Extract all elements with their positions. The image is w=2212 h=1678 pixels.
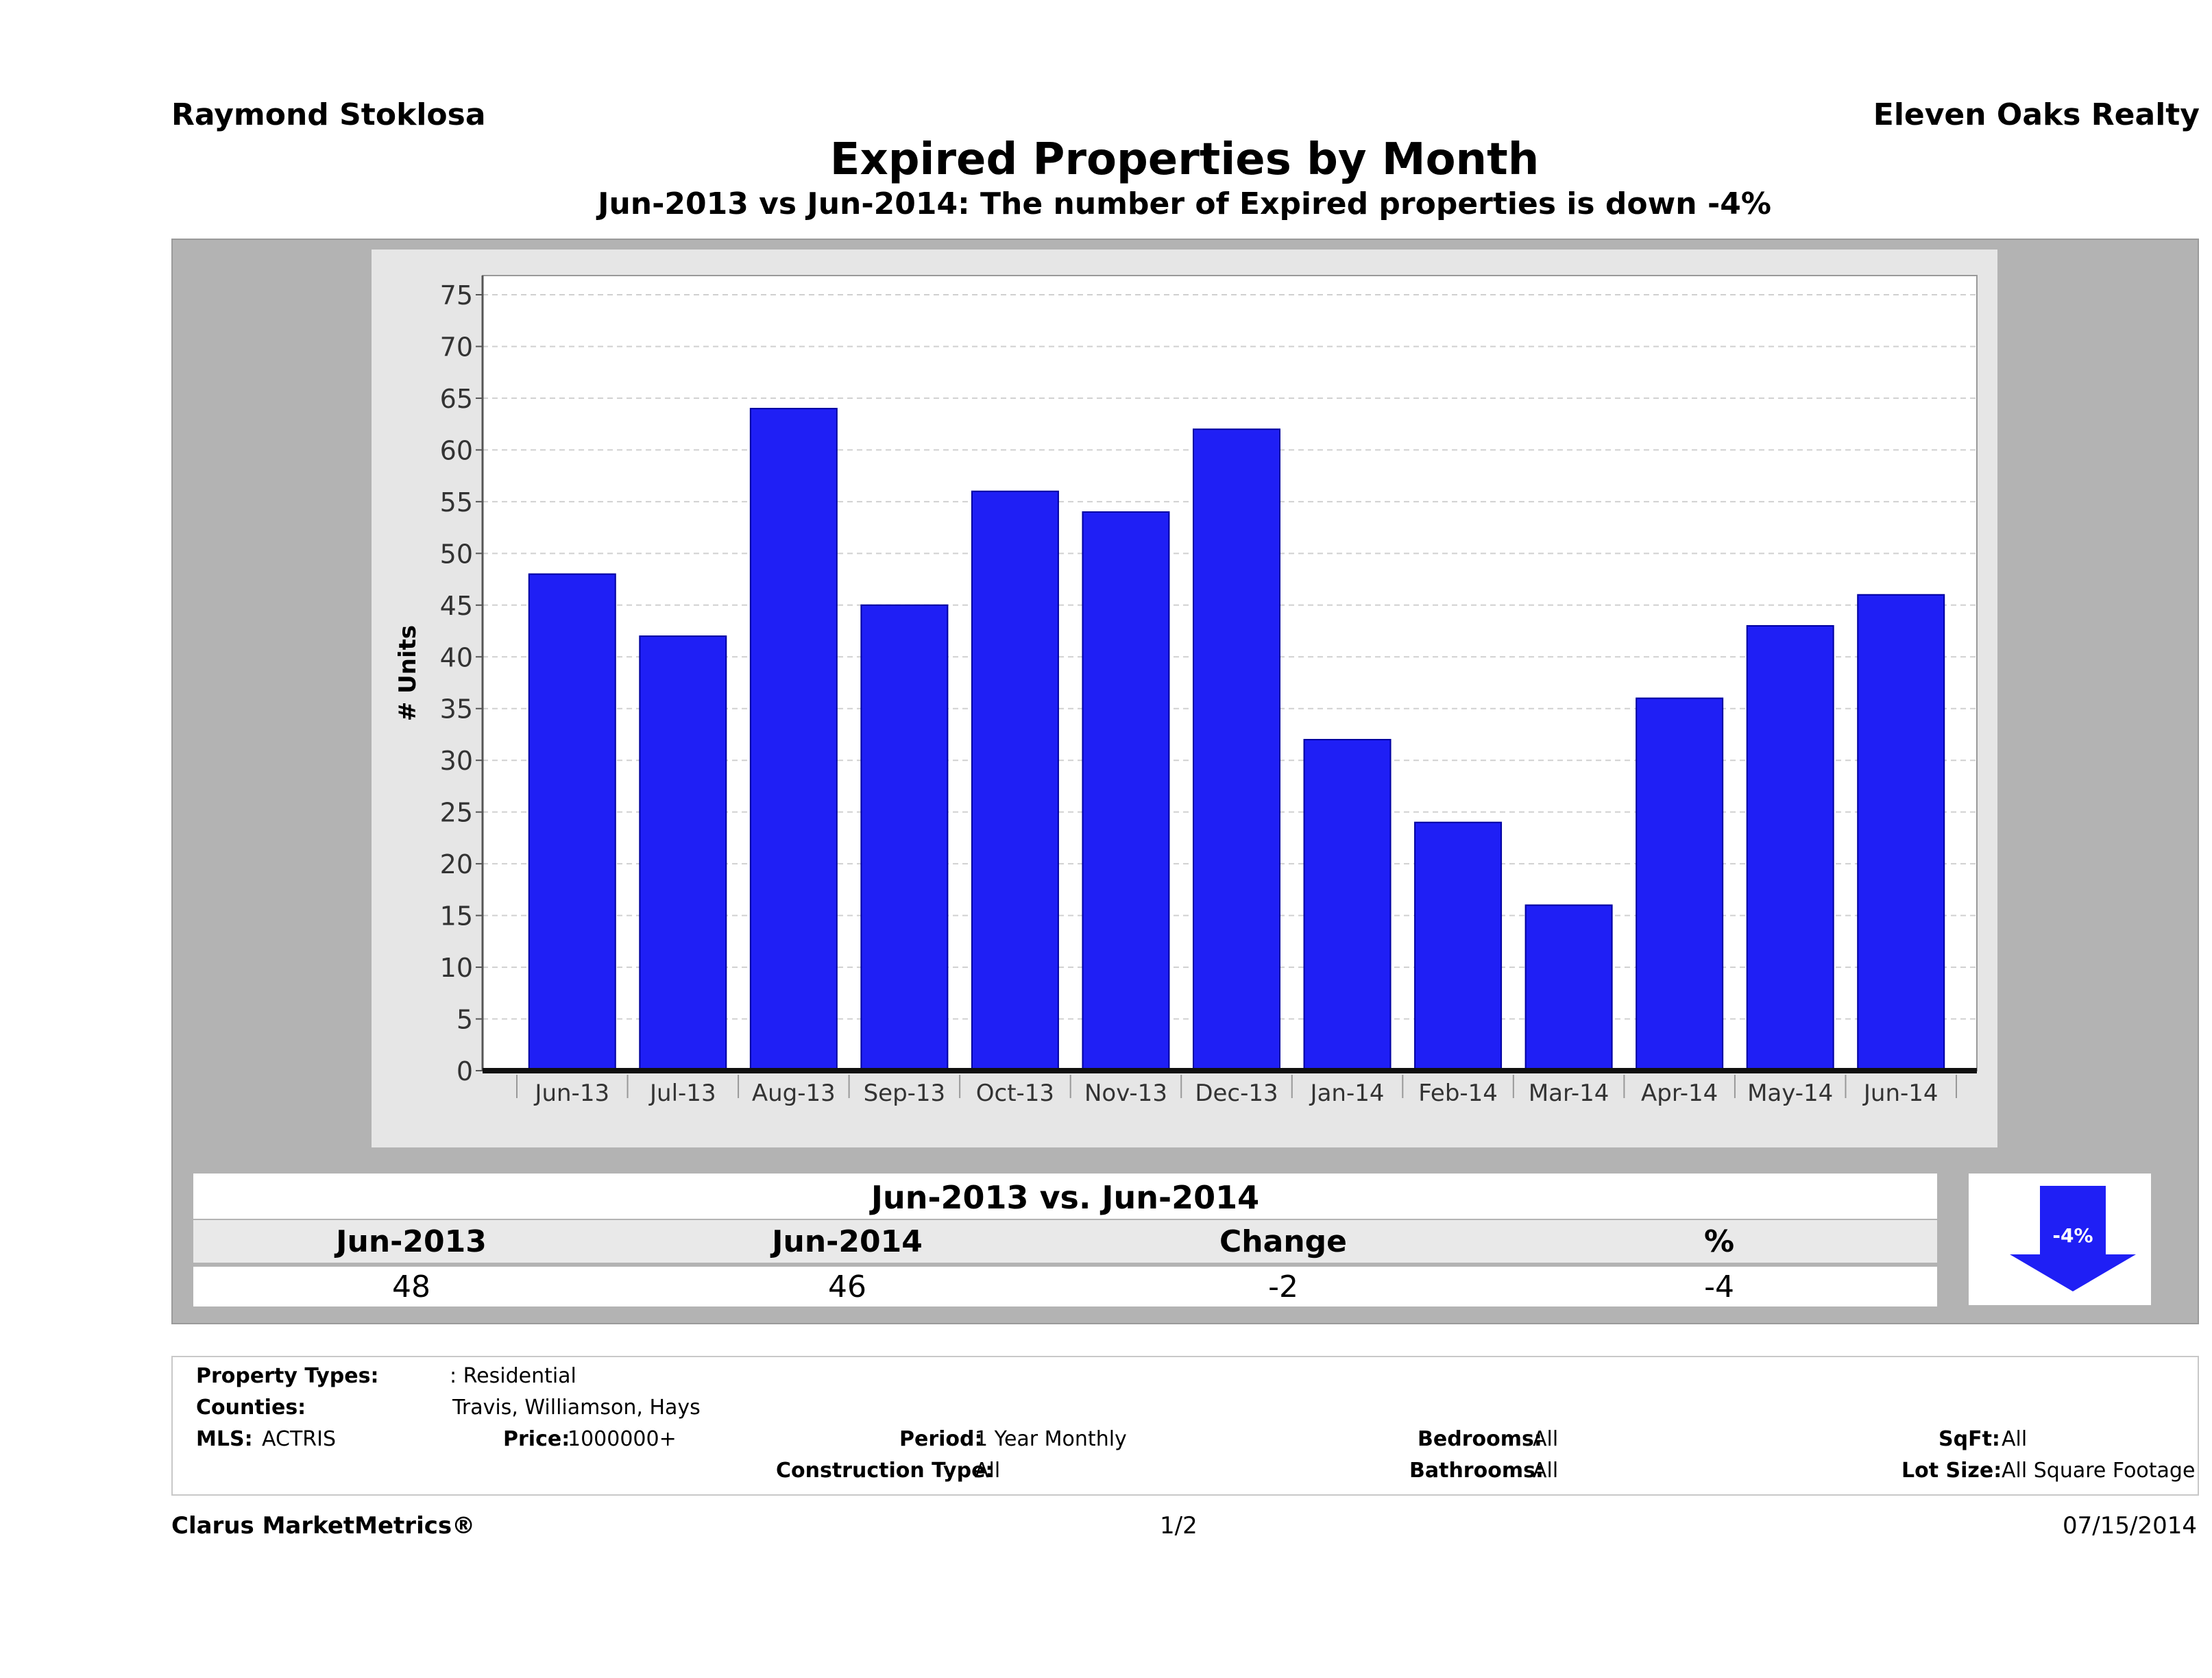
y-tick-label: 5	[457, 1005, 473, 1035]
mls-value: ACTRIS	[262, 1427, 337, 1451]
x-tick-label: Mar-14	[1529, 1080, 1609, 1107]
x-tick-label: Jun-13	[533, 1080, 609, 1107]
chart-subtitle: Jun-2013 vs Jun-2014: The number of Expi…	[598, 186, 1771, 221]
y-tick-label: 55	[440, 487, 473, 518]
x-tick-label: Sep-13	[864, 1080, 946, 1107]
price-value: 1000000+	[568, 1427, 677, 1451]
trend-arrow-label: -4%	[2052, 1224, 2093, 1247]
comparison-label-percent: %	[1703, 1224, 1735, 1259]
y-tick-label: 25	[440, 798, 473, 828]
y-tick-label: 65	[440, 384, 473, 414]
y-tick-label: 60	[440, 435, 473, 465]
bar	[1193, 428, 1280, 1072]
bedrooms-label: Bedrooms:	[1418, 1427, 1542, 1451]
y-tick-label: 15	[440, 901, 473, 932]
x-tick-label: Jul-13	[648, 1080, 716, 1107]
price-label: Price:	[503, 1427, 570, 1451]
bar	[971, 490, 1059, 1072]
period-label: Period:	[899, 1427, 983, 1451]
comparison-label-start: Jun-2013	[336, 1224, 487, 1259]
comparison-value-change: -2	[1268, 1269, 1298, 1304]
y-tick-label: 40	[440, 642, 473, 672]
y-tick-label: 70	[440, 332, 473, 362]
bar	[1082, 511, 1170, 1071]
y-axis-label: # Units	[394, 625, 422, 721]
property-types-value: : Residential	[450, 1364, 576, 1388]
bar	[749, 408, 838, 1071]
comparison-header	[193, 1174, 1937, 1219]
bar	[1303, 739, 1391, 1071]
period-value: 1 Year Monthly	[975, 1427, 1127, 1451]
construction-type-label: Construction Type:	[776, 1459, 994, 1483]
counties-value: Travis, Williamson, Hays	[452, 1396, 701, 1420]
x-tick-label: Jun-14	[1862, 1080, 1938, 1107]
y-tick-label: 75	[440, 280, 473, 311]
x-tick-label: Oct-13	[976, 1080, 1054, 1107]
search-criteria	[171, 1356, 2199, 1496]
y-tick-label: 35	[440, 694, 473, 725]
comparison-label-end: Jun-2014	[772, 1224, 923, 1259]
comparison-value-start: 48	[392, 1269, 430, 1304]
bar	[1414, 821, 1503, 1071]
comparison-label-change: Change	[1219, 1224, 1347, 1259]
lot-size-label: Lot Size:	[1901, 1459, 2002, 1483]
construction-type-value: All	[975, 1459, 1001, 1483]
comparison-value-percent: -4	[1704, 1269, 1734, 1304]
property-types-label: Property Types:	[196, 1364, 379, 1388]
counties-label: Counties:	[196, 1396, 306, 1420]
comparison-title: Jun-2013 vs. Jun-2014	[871, 1179, 1260, 1216]
lot-size-value: All Square Footage	[2002, 1459, 2196, 1483]
y-tick-label: 30	[440, 746, 473, 776]
comparison-value-end: 46	[828, 1269, 866, 1304]
x-tick-label: Aug-13	[752, 1080, 836, 1107]
trend-arrow-box: -4%	[1969, 1174, 2151, 1305]
x-tick-label: Apr-14	[1641, 1080, 1718, 1107]
bathrooms-value: All	[1533, 1459, 1559, 1483]
x-tick-label: Dec-13	[1195, 1080, 1278, 1107]
y-tick-label: 10	[440, 953, 473, 983]
bathrooms-label: Bathrooms:	[1409, 1459, 1544, 1483]
y-tick-label: 20	[440, 849, 473, 879]
bedrooms-value: All	[1533, 1427, 1559, 1451]
bar	[1857, 594, 1945, 1071]
sqft-value: All	[2002, 1427, 2028, 1451]
sqft-label: SqFt:	[1938, 1427, 2000, 1451]
bar	[860, 604, 949, 1071]
bar-chart: 0 5 10 15 20 25 30 35 40 45 50 55 60 65 70 75 # Units Jun…	[394, 275, 1978, 1107]
x-tick-label: Feb-14	[1418, 1080, 1498, 1107]
bar	[1636, 697, 1724, 1071]
x-tick-label: Jan-14	[1309, 1080, 1385, 1107]
y-tick-label: 45	[440, 591, 473, 621]
bar	[528, 573, 616, 1071]
chart-title: Expired Properties by Month	[829, 134, 1540, 185]
y-tick-label: 50	[440, 539, 473, 569]
bar	[1524, 904, 1613, 1071]
comparison-value-row	[193, 1267, 1937, 1306]
y-tick-label: 0	[457, 1056, 473, 1086]
report-date: 07/15/2014	[2063, 1512, 2197, 1540]
page-number: 1/2	[1160, 1512, 1198, 1540]
agent-name: Raymond Stoklosa	[171, 97, 486, 132]
x-tick-label: Nov-13	[1084, 1080, 1167, 1107]
mls-label: MLS:	[196, 1427, 253, 1451]
bar	[639, 635, 727, 1071]
brokerage-name: Eleven Oaks Realty	[1873, 97, 2200, 132]
footer-brand: Clarus MarketMetrics®	[171, 1512, 476, 1540]
bar	[1746, 624, 1834, 1071]
down-arrow-icon: -4%	[2010, 1186, 2136, 1291]
comparison-label-row	[193, 1220, 1937, 1263]
x-tick-label: May-14	[1747, 1080, 1833, 1107]
